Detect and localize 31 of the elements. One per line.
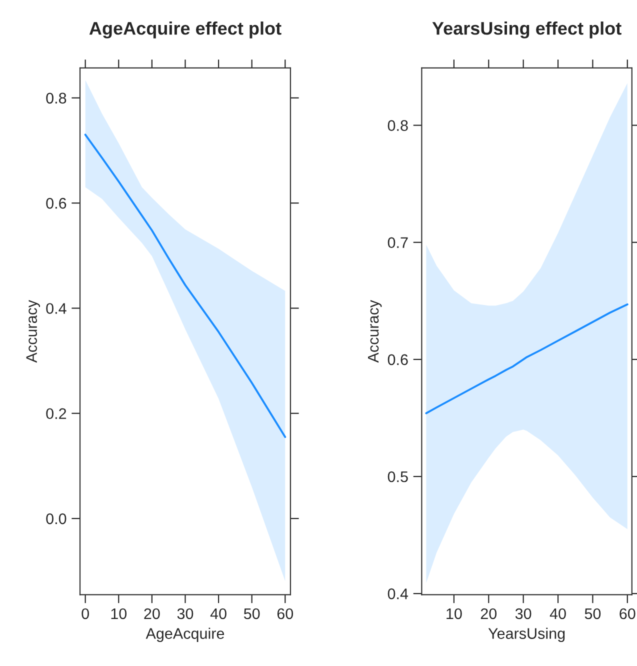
y-axis-title: Accuracy — [26, 300, 40, 363]
y-tick-label: 0.4 — [388, 588, 408, 600]
x-tick-label: 0 — [82, 608, 89, 620]
x-tick-label: 30 — [515, 608, 532, 620]
y-tick-label: 0.0 — [46, 513, 66, 524]
x-tick-label: 40 — [550, 608, 566, 620]
x-tick-label: 10 — [111, 608, 127, 620]
x-tick-label: 40 — [210, 608, 226, 620]
y-tick-label: 0.5 — [388, 471, 408, 482]
x-tick-label: 10 — [446, 608, 462, 620]
x-tick-label: 20 — [144, 608, 160, 620]
x-axis-title: AgeAcquire — [146, 628, 224, 642]
chart-title: AgeAcquire effect plot — [89, 22, 282, 38]
y-tick-label: 0.4 — [46, 303, 66, 314]
y-tick-label: 0.6 — [388, 354, 408, 366]
y-tick-label: 0.8 — [388, 120, 408, 131]
x-tick-label: 20 — [480, 608, 497, 620]
chart-title: YearsUsing effect plot — [432, 22, 622, 38]
y-tick-label: 0.2 — [46, 408, 66, 420]
x-tick-label: 50 — [244, 608, 260, 620]
y-axis-title: Accuracy — [368, 300, 382, 363]
x-axis-title: YearsUsing — [488, 628, 565, 642]
x-tick-label: 60 — [277, 608, 294, 620]
line-series — [84, 134, 286, 438]
y-tick-label: 0.6 — [46, 198, 66, 209]
x-tick-label: 60 — [620, 608, 636, 620]
y-tick-label: 0.7 — [388, 237, 408, 248]
x-tick-label: 30 — [177, 608, 194, 620]
x-tick-label: 50 — [584, 608, 601, 620]
y-tick-label: 0.8 — [46, 92, 66, 104]
line-series — [425, 303, 628, 414]
